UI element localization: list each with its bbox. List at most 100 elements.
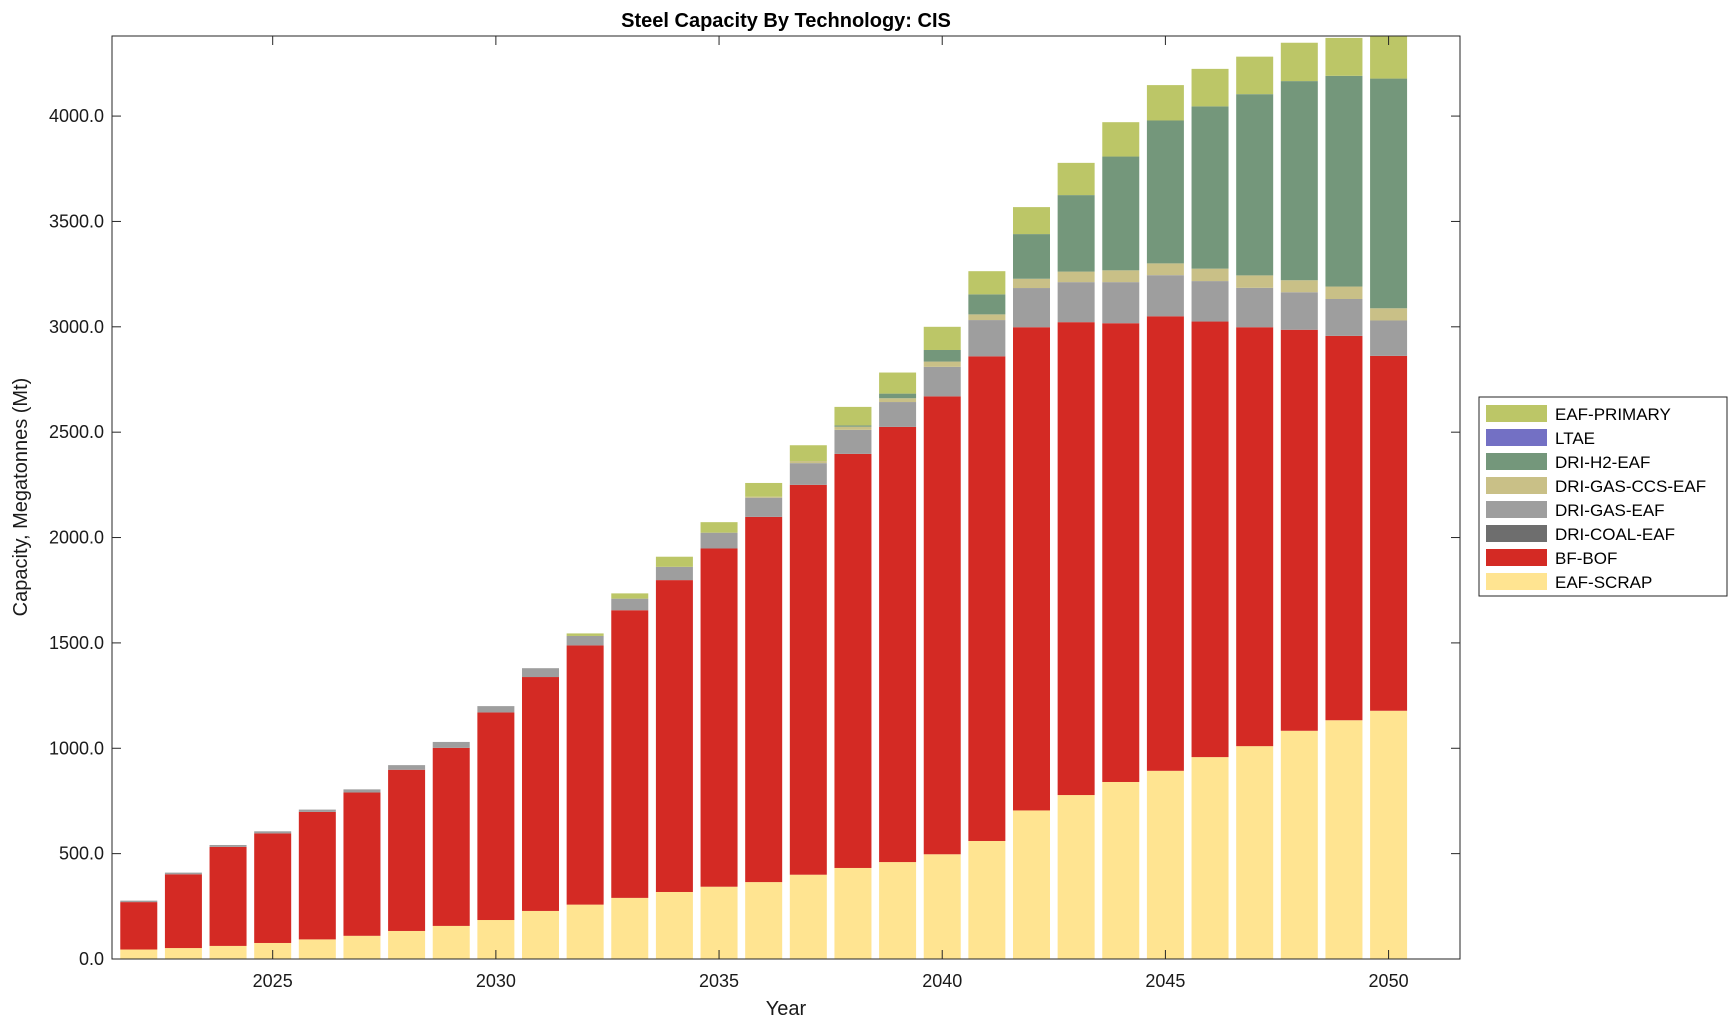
bar-eaf-scrap-2044: [1102, 781, 1140, 959]
bar-eaf-primary-2039: [879, 372, 917, 394]
bar-dri-gas-eaf-2050: [1370, 320, 1408, 356]
bar-bf-bof-2039: [879, 426, 917, 863]
bar-dri-gas-eaf-2048: [1280, 292, 1318, 330]
bar-dri-h2-eaf-2041: [968, 294, 1006, 315]
bar-bf-bof-2030: [477, 712, 515, 921]
bar-dri-gas-eaf-2040: [923, 366, 961, 397]
bar-eaf-scrap-2041: [968, 840, 1006, 959]
bar-bf-bof-2050: [1370, 355, 1408, 711]
bar-dri-gas-ccs-eaf-2043: [1057, 271, 1095, 283]
bar-eaf-scrap-2033: [611, 897, 649, 959]
bar-eaf-primary-2048: [1280, 42, 1318, 82]
bar-dri-h2-eaf-2042: [1013, 234, 1050, 279]
bar-eaf-primary-2034: [655, 556, 693, 567]
bar-eaf-primary-2049: [1325, 37, 1363, 76]
bar-dri-gas-ccs-eaf-2047: [1236, 275, 1274, 288]
bar-eaf-scrap-2043: [1057, 795, 1095, 959]
bar-dri-gas-eaf-2034: [655, 566, 693, 581]
bar-bf-bof-2029: [432, 747, 470, 926]
bar-eaf-primary-2044: [1102, 122, 1140, 157]
bar-bf-bof-2044: [1102, 323, 1140, 782]
bar-eaf-primary-2033: [611, 593, 649, 599]
bar-eaf-scrap-2038: [834, 867, 872, 959]
bar-dri-gas-ccs-eaf-2041: [968, 314, 1006, 321]
bar-eaf-primary-2046: [1191, 68, 1229, 107]
bar-dri-gas-eaf-2038: [834, 429, 872, 454]
bar-dri-gas-eaf-2022: [120, 900, 158, 903]
legend-swatch: [1486, 429, 1547, 446]
bar-dri-gas-ccs-eaf-2038: [834, 426, 872, 430]
bar-dri-gas-eaf-2035: [700, 532, 738, 549]
bar-dri-gas-eaf-2041: [968, 320, 1006, 357]
bar-eaf-scrap-2040: [923, 854, 961, 959]
bar-dri-gas-ccs-eaf-2037: [789, 461, 827, 464]
bar-bf-bof-2041: [968, 356, 1006, 841]
legend-swatch: [1486, 549, 1547, 566]
legend-label: EAF-SCRAP: [1555, 573, 1652, 592]
bar-bf-bof-2027: [343, 792, 381, 936]
bar-dri-gas-ccs-eaf-2044: [1102, 270, 1140, 283]
legend: EAF-PRIMARY LTAE DRI-H2-EAF DRI-GAS-CCS-EAF…: [1478, 396, 1728, 597]
bar-dri-gas-eaf-2032: [566, 635, 604, 646]
bar-bf-bof-2034: [655, 580, 693, 892]
bar-dri-gas-eaf-2047: [1236, 287, 1274, 328]
bar-dri-gas-ccs-eaf-2036: [745, 496, 783, 498]
bar-bf-bof-2036: [745, 516, 783, 883]
y-tick-label: 4000.0: [49, 106, 104, 126]
bar-eaf-primary-2041: [968, 271, 1006, 295]
bar-eaf-primary-2035: [700, 522, 738, 533]
legend-label: LTAE: [1555, 429, 1595, 448]
bar-eaf-primary-2036: [745, 482, 783, 497]
bar-dri-h2-eaf-2039: [879, 393, 917, 399]
bar-bf-bof-2040: [923, 396, 961, 855]
bar-eaf-primary-2042: [1013, 207, 1050, 235]
bar-dri-gas-eaf-2043: [1057, 282, 1095, 323]
bar-eaf-scrap-2050: [1370, 710, 1408, 959]
legend-swatch: [1486, 525, 1547, 542]
x-tick-label: 2050: [1369, 971, 1409, 991]
bar-dri-gas-eaf-2033: [611, 598, 649, 611]
bar-dri-gas-ccs-eaf-2040: [923, 361, 961, 367]
chart-title: Steel Capacity By Technology: CIS: [621, 10, 951, 32]
legend-swatch: [1486, 453, 1547, 470]
legend-label: EAF-PRIMARY: [1555, 405, 1671, 424]
y-tick-label: 1500.0: [49, 633, 104, 653]
bar-dri-h2-eaf-2048: [1280, 81, 1318, 281]
bar-eaf-scrap-2026: [298, 939, 336, 959]
legend-label: DRI-H2-EAF: [1555, 453, 1650, 472]
bars-layer: [120, 36, 1408, 959]
bar-dri-gas-eaf-2045: [1146, 275, 1184, 317]
x-tick-label: 2030: [476, 971, 516, 991]
bar-bf-bof-2024: [209, 846, 247, 946]
bar-eaf-scrap-2045: [1146, 770, 1184, 959]
y-tick-label: 1000.0: [49, 738, 104, 758]
bar-bf-bof-2049: [1325, 335, 1363, 721]
y-tick-label: 2500.0: [49, 422, 104, 442]
bar-dri-gas-eaf-2027: [343, 789, 381, 793]
bar-eaf-scrap-2046: [1191, 757, 1229, 959]
legend-swatch: [1486, 573, 1547, 590]
bar-eaf-scrap-2048: [1280, 730, 1318, 959]
bar-dri-h2-eaf-2047: [1236, 94, 1274, 276]
bar-dri-gas-eaf-2042: [1013, 288, 1050, 328]
legend-swatch: [1486, 405, 1547, 422]
y-tick-label: 3000.0: [49, 317, 104, 337]
x-axis-label: Year: [766, 998, 807, 1020]
bar-eaf-scrap-2022: [120, 949, 158, 959]
bar-bf-bof-2035: [700, 548, 738, 887]
bar-bf-bof-2022: [120, 902, 158, 950]
bar-dri-gas-eaf-2024: [209, 844, 247, 847]
bar-dri-gas-eaf-2049: [1325, 298, 1363, 336]
bar-dri-h2-eaf-2038: [834, 425, 872, 427]
bar-eaf-scrap-2031: [522, 910, 559, 959]
y-tick-label: 0.0: [79, 949, 104, 969]
x-tick-label: 2040: [922, 971, 962, 991]
bar-dri-gas-ccs-eaf-2049: [1325, 286, 1363, 299]
bar-eaf-scrap-2047: [1236, 746, 1274, 959]
bar-dri-h2-eaf-2044: [1102, 156, 1140, 271]
bar-eaf-scrap-2034: [655, 891, 693, 959]
bar-dri-gas-eaf-2023: [164, 872, 202, 875]
bar-eaf-scrap-2037: [789, 874, 827, 959]
y-axis: 0.0 500.0 1000.0 1500.0 2000.0 2500.0 3000.0 35…: [49, 106, 1460, 969]
bar-eaf-scrap-2035: [700, 886, 738, 959]
